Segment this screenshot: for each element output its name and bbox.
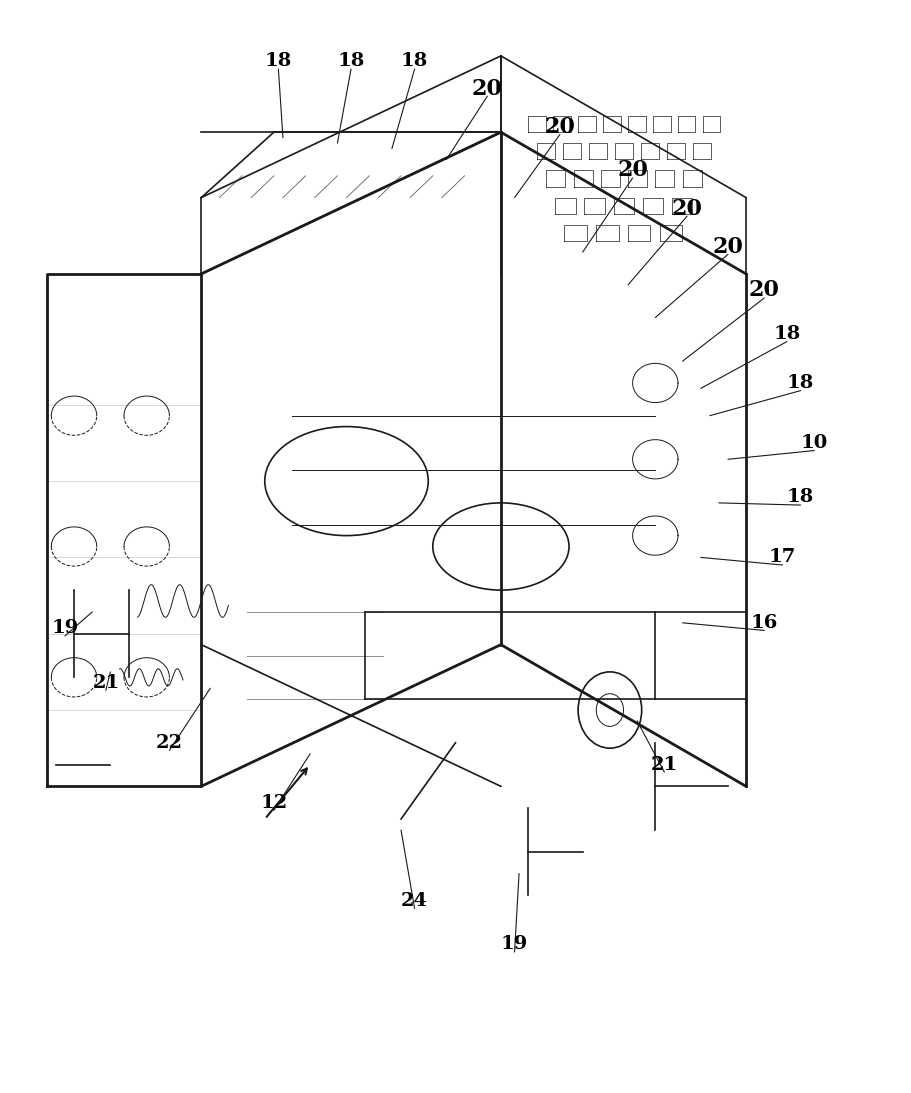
Text: 19: 19 bbox=[51, 620, 78, 637]
Text: 20: 20 bbox=[671, 198, 702, 220]
Text: 20: 20 bbox=[617, 160, 648, 181]
Text: 24: 24 bbox=[401, 892, 428, 909]
Text: 18: 18 bbox=[401, 52, 428, 70]
Text: 21: 21 bbox=[650, 755, 678, 774]
Text: 20: 20 bbox=[712, 236, 743, 258]
Text: 19: 19 bbox=[501, 936, 528, 953]
Text: 10: 10 bbox=[801, 434, 828, 451]
Text: 20: 20 bbox=[749, 280, 780, 302]
Text: 18: 18 bbox=[787, 374, 814, 392]
Text: 12: 12 bbox=[261, 794, 288, 812]
Text: 21: 21 bbox=[92, 673, 119, 692]
Text: 17: 17 bbox=[769, 549, 796, 566]
Text: 16: 16 bbox=[751, 614, 778, 632]
Text: 18: 18 bbox=[337, 52, 364, 70]
Text: 18: 18 bbox=[773, 325, 801, 343]
Text: 18: 18 bbox=[787, 489, 814, 506]
Text: 20: 20 bbox=[472, 78, 503, 99]
Text: 20: 20 bbox=[545, 116, 576, 138]
Text: 22: 22 bbox=[156, 733, 183, 752]
Text: 18: 18 bbox=[265, 52, 292, 70]
